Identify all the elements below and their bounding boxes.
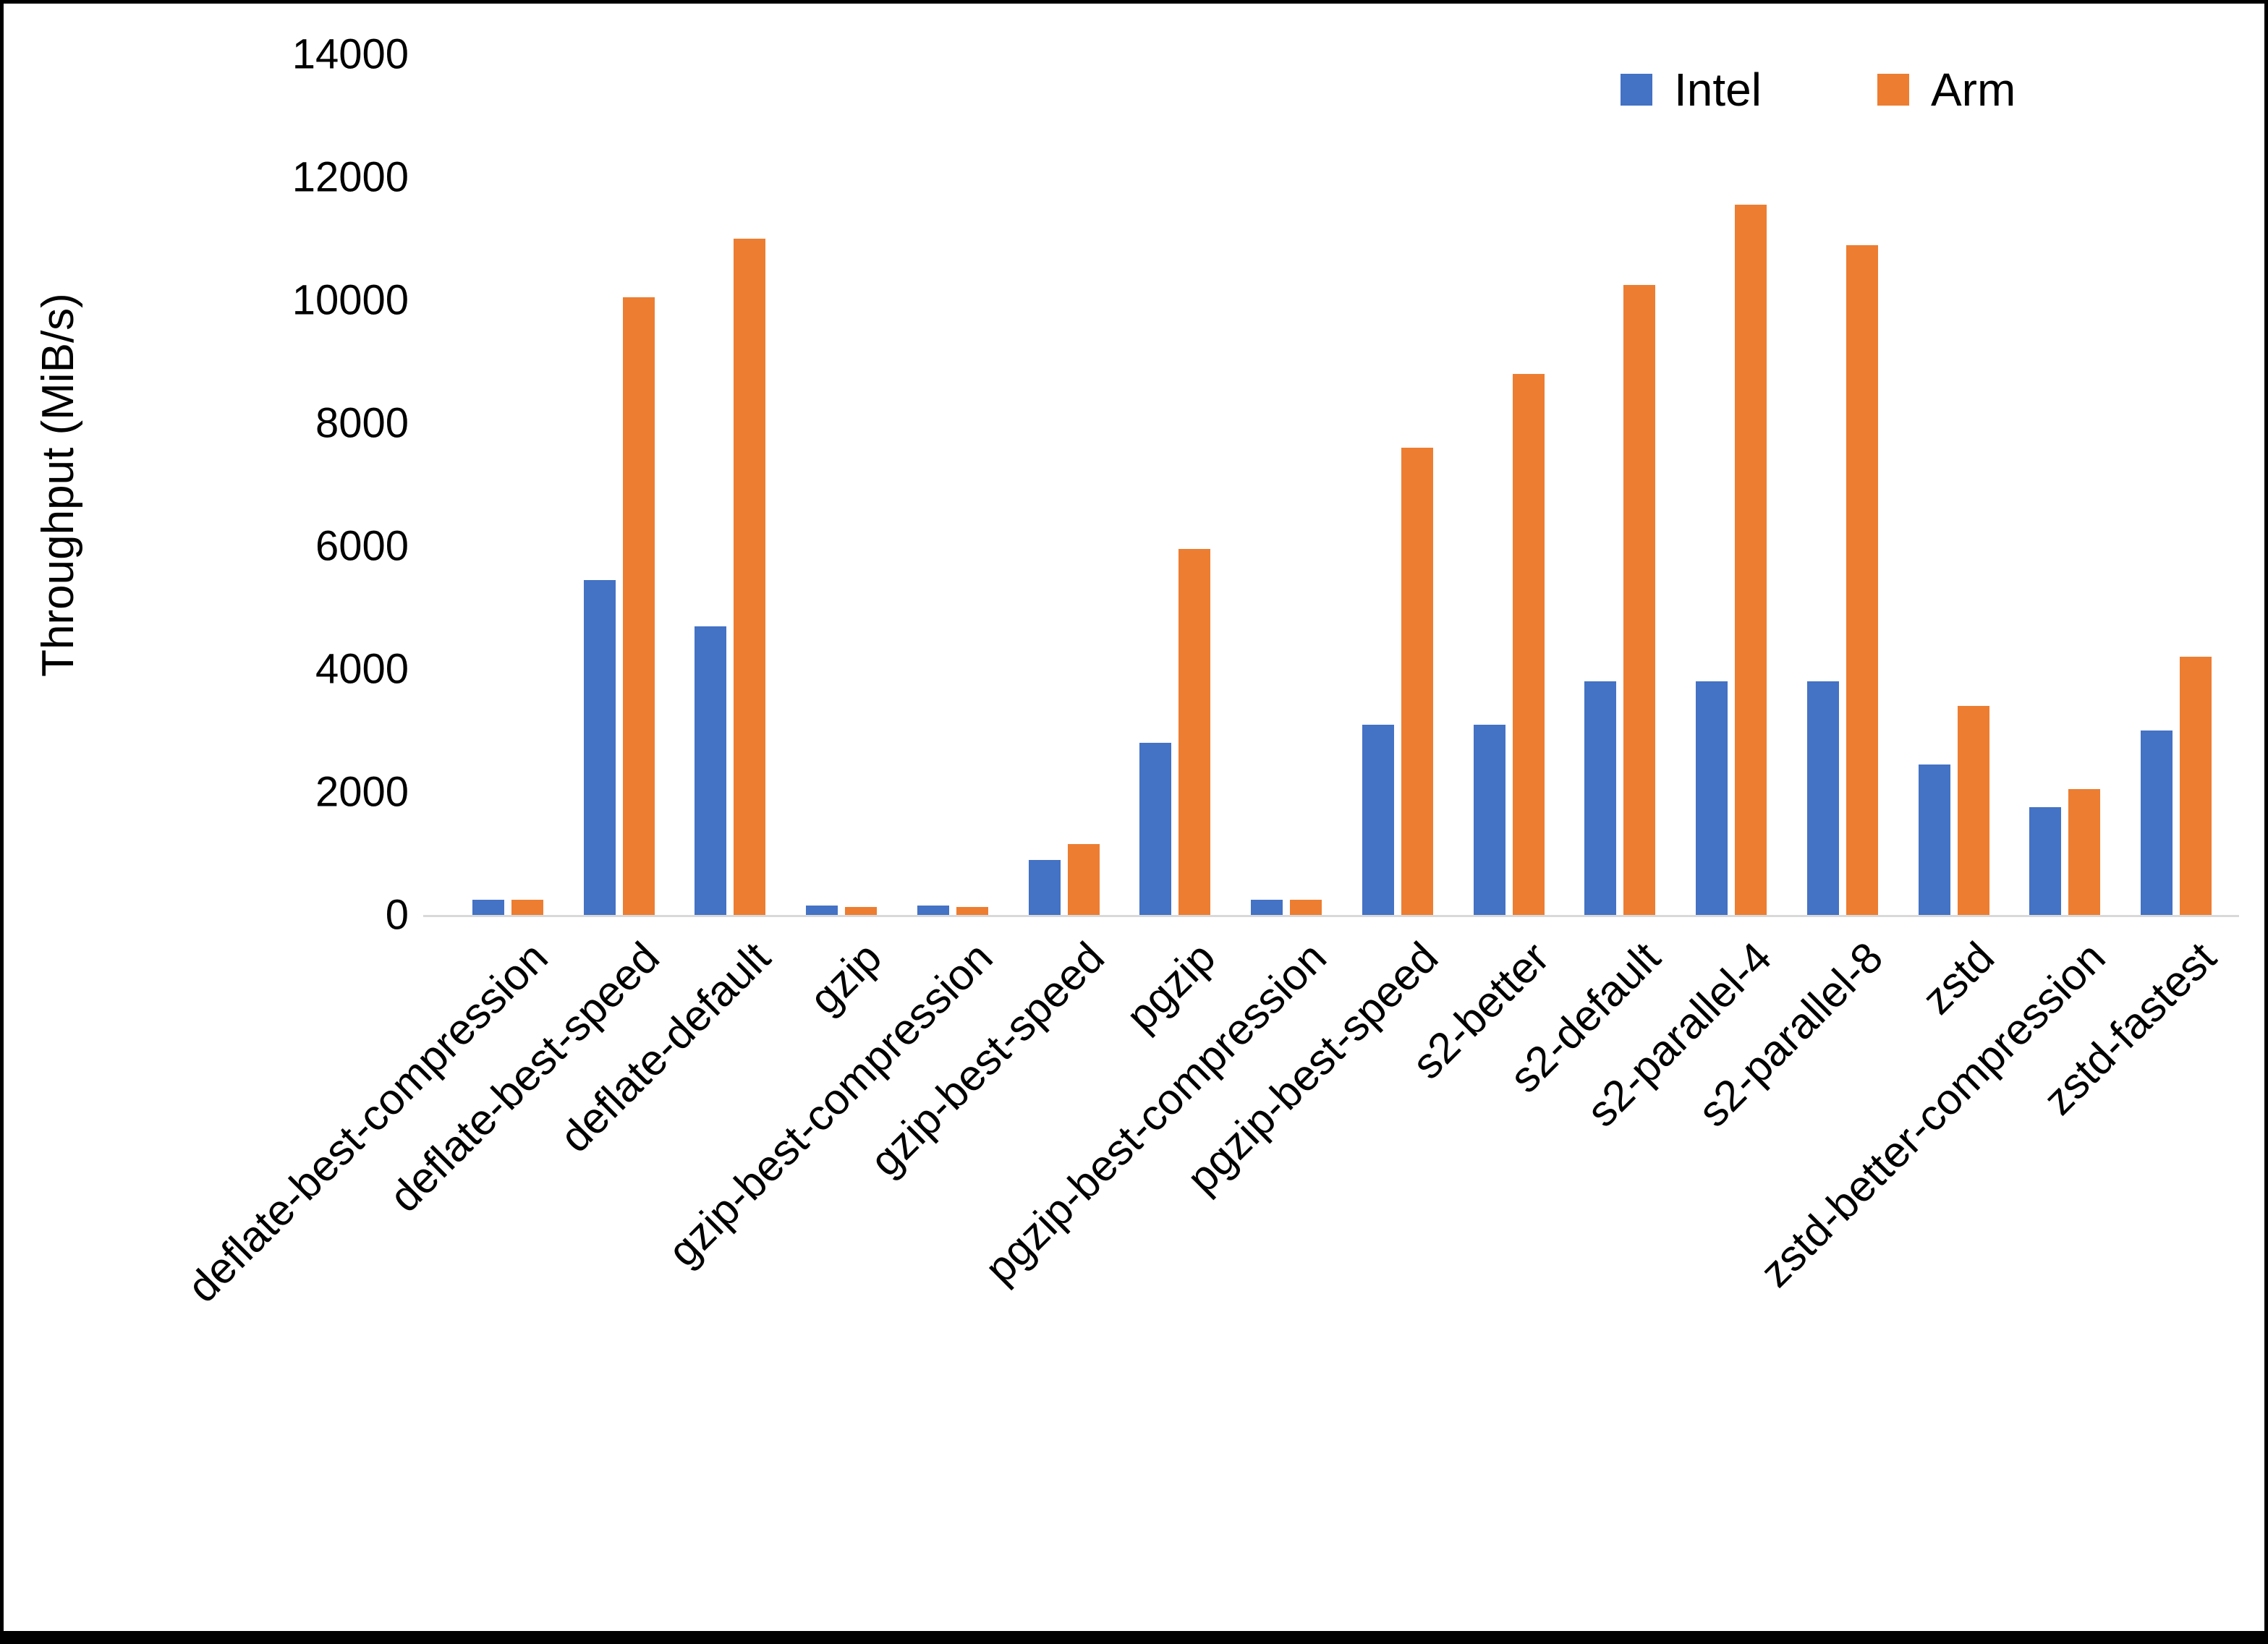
bar-arm-gzip-best-compression [956,906,988,915]
y-tick-label: 12000 [292,153,409,201]
bar-intel-s2-parallel-4 [1696,681,1728,915]
legend-label-intel: Intel [1674,64,1762,116]
bar-arm-pgzip-best-compression [1290,899,1322,915]
bar-arm-s2-default [1623,284,1656,915]
bar-arm-gzip-best-speed [1067,844,1100,915]
bar-group-s2-parallel-4 [1675,54,1787,915]
legend-label-arm: Arm [1930,64,2016,116]
bar-group-deflate-best-speed [564,54,675,915]
y-tick-label: 0 [385,891,409,939]
legend-swatch-intel [1621,74,1652,106]
bar-group-pgzip-best-compression [1231,54,1342,915]
y-tick-label: 14000 [292,30,409,78]
y-tick-label: 2000 [315,768,409,816]
bar-arm-pgzip-best-speed [1401,448,1433,915]
legend: Intel Arm [1621,63,2016,116]
bar-arm-zstd-better-compression [2068,788,2101,915]
bar-group-zstd-better-compression [2010,54,2121,915]
bar-arm-zstd [1957,706,1989,915]
bar-arm-s2-better [1512,374,1545,915]
bar-intel-pgzip [1139,743,1172,915]
bar-arm-deflate-best-compression [511,899,543,915]
bar-intel-pgzip-best-compression [1251,899,1283,915]
bar-arm-pgzip [1178,549,1211,915]
legend-item-arm: Arm [1877,63,2016,116]
bar-intel-gzip-best-speed [1028,859,1061,915]
bar-group-s2-parallel-8 [1787,54,1898,915]
bar-intel-pgzip-best-speed [1362,724,1394,915]
legend-item-intel: Intel [1621,63,1762,116]
bar-intel-zstd [1918,764,1950,915]
bar-arm-gzip [845,906,878,915]
bar-intel-deflate-best-compression [472,899,504,915]
bar-group-zstd [1898,54,2010,915]
bar-intel-gzip [806,906,838,915]
bar-group-gzip-best-compression [897,54,1008,915]
bar-intel-deflate-best-speed [583,579,616,915]
bar-arm-s2-parallel-8 [1846,244,1878,915]
bar-intel-deflate-default [695,626,727,915]
bar-group-deflate-best-compression [452,54,564,915]
bar-arm-deflate-best-speed [622,297,655,915]
bar-arm-zstd-fastest [2180,657,2212,915]
bar-group-pgzip [1120,54,1231,915]
y-tick-label: 4000 [315,645,409,693]
x-axis-labels: deflate-best-compression deflate-best-spe… [178,932,2232,1627]
bar-intel-zstd-better-compression [2029,807,2062,915]
x-axis-line [423,915,2239,917]
x-axis-label: gzip [799,932,891,1023]
legend-swatch-arm [1877,74,1909,106]
bar-intel-s2-better [1473,724,1505,915]
bar-group-zstd-fastest [2120,54,2232,915]
y-tick-label: 6000 [315,522,409,570]
bar-group-gzip [786,54,897,915]
bar-intel-s2-parallel-8 [1806,681,1839,915]
bar-arm-deflate-default [734,239,766,915]
bar-intel-s2-default [1584,681,1617,915]
bar-group-deflate-default [675,54,786,915]
bar-intel-zstd-fastest [2141,731,2173,915]
y-tick-label: 10000 [292,276,409,324]
y-axis-ticks: 0 2000 4000 6000 8000 10000 12000 14000 [4,31,409,939]
x-axis-label: zstd [1912,932,2003,1023]
bar-group-gzip-best-speed [1008,54,1120,915]
bar-group-s2-default [1565,54,1676,915]
bar-intel-gzip-best-compression [917,906,949,915]
bar-arm-s2-parallel-4 [1735,205,1767,915]
plot-area [452,54,2232,915]
y-tick-label: 8000 [315,399,409,447]
bar-group-s2-better [1453,54,1565,915]
bar-group-pgzip-best-speed [1342,54,1453,915]
chart-area: Throughput (MiB/s) 0 2000 4000 6000 8000 1000… [4,4,2264,1631]
